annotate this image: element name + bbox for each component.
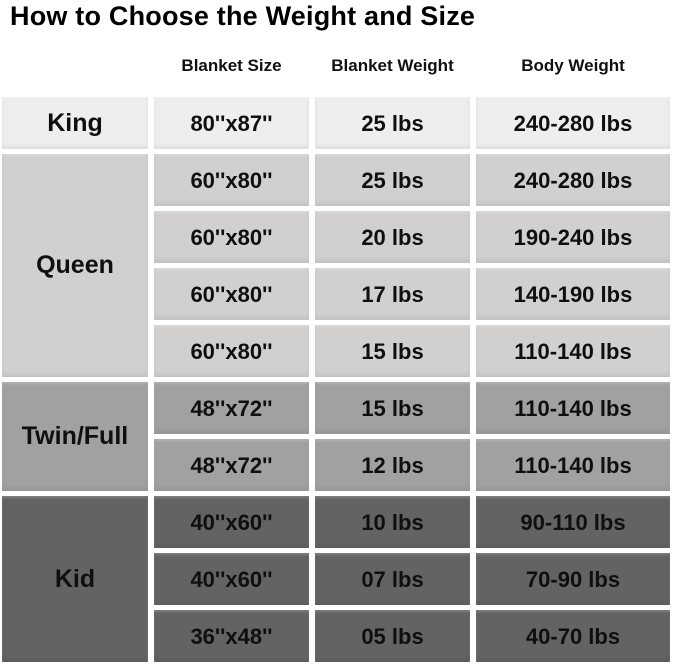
table-cell: 15 lbs — [315, 325, 470, 377]
column-header-blanket-size: Blanket Size — [181, 56, 282, 75]
table-cell: 17 lbs — [315, 268, 470, 320]
table-cell: 240-280 lbs — [476, 97, 670, 149]
table-cell: 10 lbs — [315, 496, 470, 548]
table-cell: 60''x80'' — [154, 268, 309, 320]
page-title: How to Choose the Weight and Size — [10, 1, 476, 31]
column-header-body-weight: Body Weight — [521, 56, 625, 75]
group-label-kid: Kid — [2, 496, 148, 662]
group-label-king: King — [2, 97, 148, 149]
table-cell: 70-90 lbs — [476, 553, 670, 605]
column-headers: Blanket Size Blanket Weight Body Weight — [2, 56, 670, 76]
group-label-twin-full: Twin/Full — [2, 382, 148, 491]
table-cell: 48''x72'' — [154, 382, 309, 434]
table-cell: 48''x72'' — [154, 439, 309, 491]
table-cell: 07 lbs — [315, 553, 470, 605]
column-header-blanket-weight: Blanket Weight — [331, 56, 454, 75]
table-cell: 90-110 lbs — [476, 496, 670, 548]
table-cell: 40-70 lbs — [476, 610, 670, 662]
table-cell: 80''x87'' — [154, 97, 309, 149]
table-cell: 36''x48'' — [154, 610, 309, 662]
size-table: King 80''x87'' 25 lbs 240-280 lbs Queen 60''x… — [2, 97, 670, 662]
table-cell: 25 lbs — [315, 154, 470, 206]
table-cell: 25 lbs — [315, 97, 470, 149]
table-cell: 110-140 lbs — [476, 382, 670, 434]
table-cell: 60''x80'' — [154, 325, 309, 377]
table-cell: 240-280 lbs — [476, 154, 670, 206]
table-cell: 40''x60'' — [154, 496, 309, 548]
table-cell: 190-240 lbs — [476, 211, 670, 263]
column-header-spacer — [2, 56, 148, 76]
table-cell: 110-140 lbs — [476, 325, 670, 377]
table-cell: 20 lbs — [315, 211, 470, 263]
table-cell: 40''x60'' — [154, 553, 309, 605]
table-cell: 60''x80'' — [154, 154, 309, 206]
table-cell: 15 lbs — [315, 382, 470, 434]
table-cell: 60''x80'' — [154, 211, 309, 263]
table-cell: 110-140 lbs — [476, 439, 670, 491]
table-cell: 05 lbs — [315, 610, 470, 662]
table-cell: 12 lbs — [315, 439, 470, 491]
group-label-queen: Queen — [2, 154, 148, 377]
table-cell: 140-190 lbs — [476, 268, 670, 320]
